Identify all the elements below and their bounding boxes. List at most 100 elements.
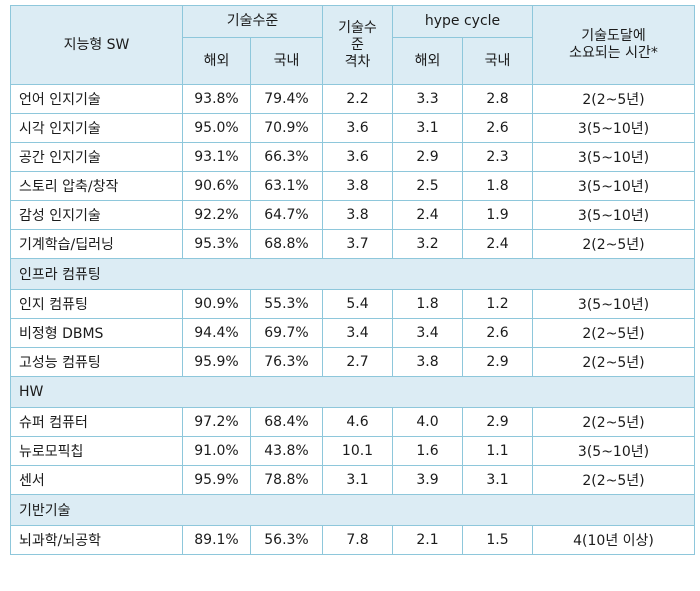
header-hype-cycle: hype cycle [391,5,534,38]
cell-hype-overseas: 3.2 [392,229,463,259]
cell-name: 고성능 컴퓨팅 [10,347,183,377]
cell-hype-domestic: 1.2 [461,289,534,319]
header-tech-level: 기술수준 [182,5,323,38]
cell-time: 2(2~5년) [532,465,696,495]
header-time-line-2: 소요되는 시간* [569,45,658,61]
cell-hype-overseas: 2.4 [392,200,463,230]
cell-domestic: 56.3% [250,525,323,555]
section-label: HW [9,376,696,408]
table-row: 센서 95.9% 78.8% 3.1 3.9 3.1 2(2~5년) [10,465,696,495]
cell-hype-domestic: 2.3 [461,142,534,172]
cell-time: 2(2~5년) [532,407,696,437]
cell-gap: 3.6 [322,142,393,172]
cell-gap: 2.7 [322,347,393,377]
cell-name: 비정형 DBMS [10,318,183,348]
section-label: 인프라 컴퓨팅 [9,258,696,290]
table-row: 뇌과학/뇌공학 89.1% 56.3% 7.8 2.1 1.5 4(10년 이상) [10,525,696,555]
cell-domestic: 68.8% [250,229,323,259]
cell-gap: 4.6 [322,407,393,437]
cell-domestic: 43.8% [250,436,323,466]
cell-name: 스토리 압축/창작 [10,171,183,201]
cell-hype-overseas: 3.4 [392,318,463,348]
cell-time: 3(5~10년) [532,200,696,230]
table-row: 비정형 DBMS 94.4% 69.7% 3.4 3.4 2.6 2(2~5년) [10,318,696,348]
cell-hype-overseas: 1.6 [392,436,463,466]
cell-hype-overseas: 3.1 [392,113,463,143]
cell-time: 3(5~10년) [532,142,696,172]
cell-hype-domestic: 2.4 [461,229,534,259]
table-row: 슈퍼 컴퓨터 97.2% 68.4% 4.6 4.0 2.9 2(2~5년) [10,407,696,437]
cell-overseas: 94.4% [182,318,251,348]
cell-gap: 7.8 [322,525,393,555]
cell-overseas: 91.0% [182,436,251,466]
cell-name: 뇌과학/뇌공학 [10,525,183,555]
cell-overseas: 93.1% [182,142,251,172]
cell-domestic: 76.3% [250,347,323,377]
table-row: 시각 인지기술 95.0% 70.9% 3.6 3.1 2.6 3(5~10년) [10,113,696,143]
cell-hype-overseas: 2.1 [392,525,463,555]
cell-overseas: 93.8% [182,84,251,114]
section-label: 기반기술 [9,494,696,526]
cell-name: 시각 인지기술 [10,113,183,143]
section-row: 기반기술 [9,494,696,526]
cell-domestic: 79.4% [250,84,323,114]
cell-hype-domestic: 1.9 [461,200,534,230]
cell-domestic: 78.8% [250,465,323,495]
cell-hype-overseas: 2.5 [392,171,463,201]
cell-time: 2(2~5년) [532,229,696,259]
cell-name: 감성 인지기술 [10,200,183,230]
cell-domestic: 66.3% [250,142,323,172]
header-gap-line-2: 준 [351,36,364,53]
cell-time: 3(5~10년) [532,436,696,466]
cell-time: 2(2~5년) [532,84,696,114]
cell-hype-domestic: 1.5 [461,525,534,555]
cell-name: 언어 인지기술 [10,84,183,114]
cell-time: 2(2~5년) [532,318,696,348]
cell-hype-overseas: 3.8 [392,347,463,377]
cell-domestic: 69.7% [250,318,323,348]
table-row: 언어 인지기술 93.8% 79.4% 2.2 3.3 2.8 2(2~5년) [10,84,696,114]
table-row: 뉴로모픽칩 91.0% 43.8% 10.1 1.6 1.1 3(5~10년) [10,436,696,466]
header-gap-line-1: 기술수 [338,19,377,36]
table-row: 공간 인지기술 93.1% 66.3% 3.6 2.9 2.3 3(5~10년) [10,142,696,172]
cell-gap: 3.8 [322,200,393,230]
cell-name: 기계학습/딥러닝 [10,229,183,259]
table-row: 고성능 컴퓨팅 95.9% 76.3% 2.7 3.8 2.9 2(2~5년) [10,347,696,377]
cell-hype-overseas: 3.9 [392,465,463,495]
cell-time: 3(5~10년) [532,171,696,201]
cell-overseas: 92.2% [182,200,251,230]
table-row: 감성 인지기술 92.2% 64.7% 3.8 2.4 1.9 3(5~10년) [10,200,696,230]
cell-gap: 3.1 [322,465,393,495]
tech-comparison-table: 지능형 SW 기술수준 기술수 준 격차 hype cycle 기술도달에 소요… [9,5,696,555]
header-time: 기술도달에 소요되는 시간* [532,5,696,85]
cell-gap: 3.7 [322,229,393,259]
cell-overseas: 95.9% [182,347,251,377]
cell-gap: 5.4 [322,289,393,319]
cell-hype-domestic: 3.1 [461,465,534,495]
cell-overseas: 90.9% [182,289,251,319]
cell-name: 슈퍼 컴퓨터 [10,407,183,437]
cell-time: 2(2~5년) [532,347,696,377]
cell-name: 센서 [10,465,183,495]
cell-name: 인지 컴퓨팅 [10,289,183,319]
cell-domestic: 68.4% [250,407,323,437]
cell-domestic: 70.9% [250,113,323,143]
cell-hype-domestic: 2.8 [461,84,534,114]
table-row: 인지 컴퓨팅 90.9% 55.3% 5.4 1.8 1.2 3(5~10년) [10,289,696,319]
cell-hype-overseas: 2.9 [392,142,463,172]
header-gap: 기술수 준 격차 [322,5,393,85]
header-domestic: 국내 [250,37,323,85]
header-hype-domestic: 국내 [461,37,534,85]
header-category: 지능형 SW [10,5,183,85]
cell-domestic: 64.7% [250,200,323,230]
cell-domestic: 63.1% [250,171,323,201]
header-overseas: 해외 [182,37,251,85]
cell-gap: 3.8 [322,171,393,201]
table-row: 스토리 압축/창작 90.6% 63.1% 3.8 2.5 1.8 3(5~10년) [10,171,696,201]
cell-name: 공간 인지기술 [10,142,183,172]
cell-hype-overseas: 3.3 [392,84,463,114]
cell-hype-domestic: 2.9 [461,347,534,377]
cell-overseas: 95.3% [182,229,251,259]
cell-gap: 3.6 [322,113,393,143]
cell-time: 4(10년 이상) [532,525,696,555]
